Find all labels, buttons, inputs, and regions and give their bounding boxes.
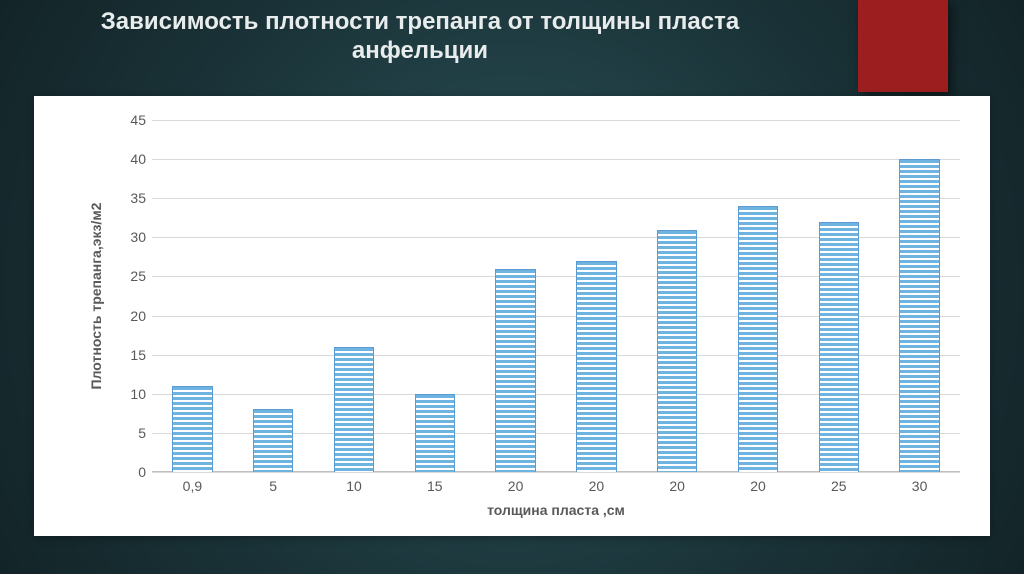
bar	[738, 206, 778, 472]
x-tick-label: 30	[912, 472, 928, 494]
grid-line	[152, 120, 960, 121]
x-tick-label: 20	[508, 472, 524, 494]
bar	[172, 386, 212, 472]
y-tick-label: 35	[130, 190, 152, 206]
bar	[495, 269, 535, 472]
x-axis-title: толщина пласта ,см	[487, 502, 625, 518]
chart-card: 0510152025303540450,951015202020202530 П…	[34, 96, 990, 536]
y-tick-label: 25	[130, 268, 152, 284]
slide: Зависимость плотности трепанга от толщин…	[0, 0, 1024, 574]
x-tick-label: 5	[269, 472, 277, 494]
plot-area: 0510152025303540450,951015202020202530	[152, 120, 960, 472]
bar	[657, 230, 697, 472]
bar	[819, 222, 859, 472]
x-tick-label: 20	[750, 472, 766, 494]
bar	[899, 159, 939, 472]
x-tick-label: 0,9	[183, 472, 202, 494]
x-tick-label: 20	[589, 472, 605, 494]
grid-line	[152, 198, 960, 199]
y-tick-label: 5	[138, 425, 152, 441]
bar	[576, 261, 616, 472]
y-tick-label: 20	[130, 308, 152, 324]
x-tick-label: 25	[831, 472, 847, 494]
x-tick-label: 15	[427, 472, 443, 494]
y-tick-label: 0	[138, 464, 152, 480]
grid-line	[152, 159, 960, 160]
bar	[415, 394, 455, 472]
x-tick-label: 10	[346, 472, 362, 494]
bar	[253, 409, 293, 472]
y-axis-title: Плотность трепанга,экз/м2	[88, 203, 104, 390]
slide-title: Зависимость плотности трепанга от толщин…	[30, 8, 810, 66]
x-tick-label: 20	[669, 472, 685, 494]
y-tick-label: 15	[130, 347, 152, 363]
accent-bar	[858, 0, 948, 92]
y-tick-label: 10	[130, 386, 152, 402]
y-tick-label: 30	[130, 229, 152, 245]
y-tick-label: 40	[130, 151, 152, 167]
bar	[334, 347, 374, 472]
y-tick-label: 45	[130, 112, 152, 128]
